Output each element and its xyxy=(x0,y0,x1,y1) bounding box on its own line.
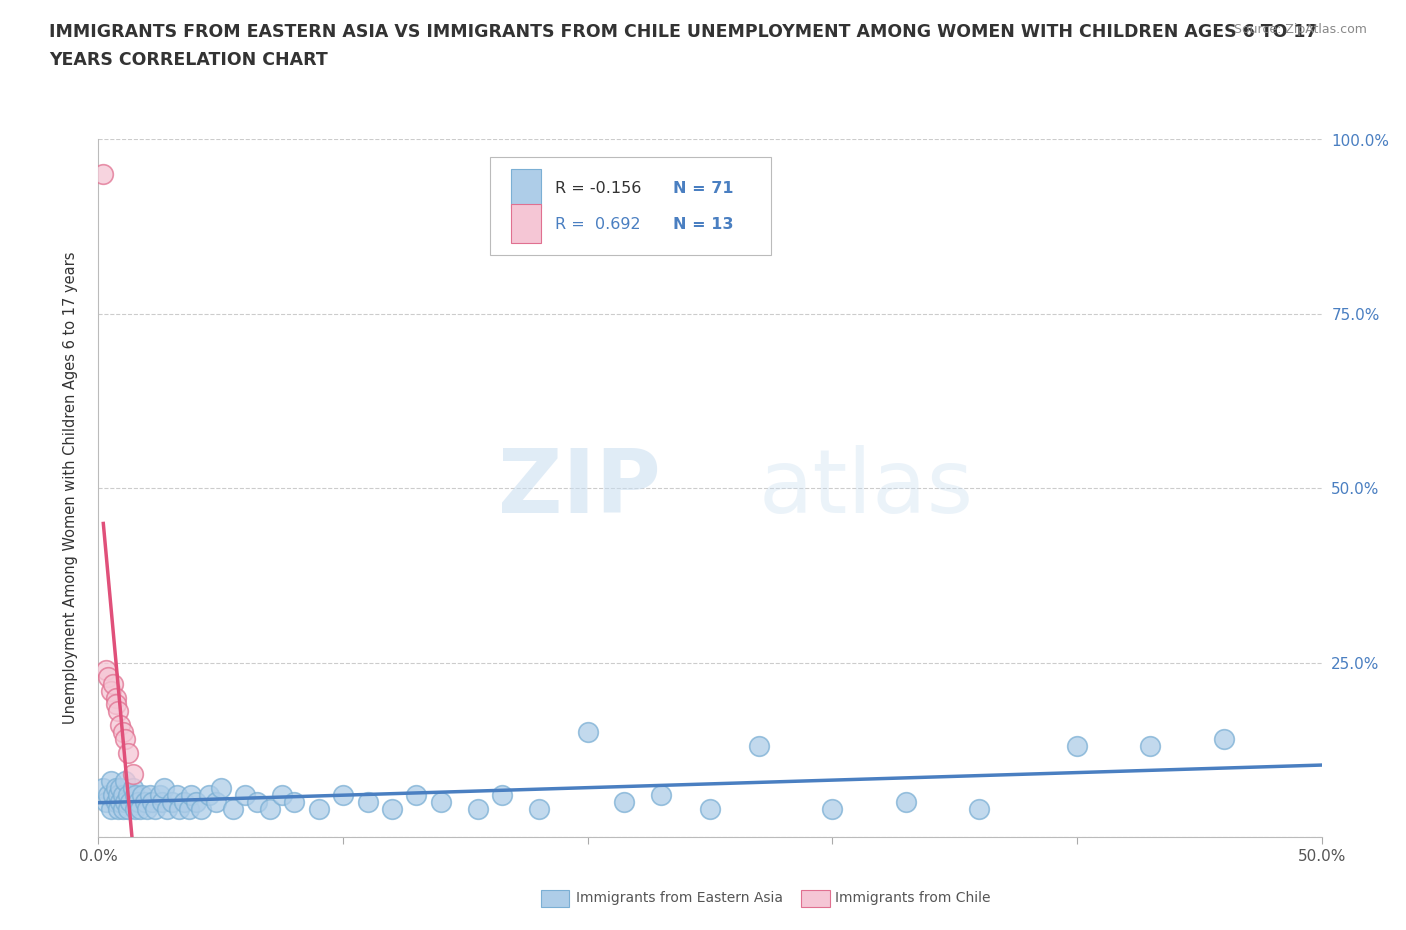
Point xyxy=(650,788,672,803)
Point xyxy=(114,774,136,789)
Point xyxy=(197,788,219,803)
Point xyxy=(107,802,129,817)
Point xyxy=(167,802,190,817)
Point xyxy=(177,802,200,817)
Point xyxy=(107,704,129,719)
Text: N = 71: N = 71 xyxy=(673,180,734,196)
Point xyxy=(160,794,183,809)
Point xyxy=(143,802,166,817)
Point xyxy=(967,802,990,817)
Point xyxy=(110,781,132,796)
Point xyxy=(94,662,117,677)
Point xyxy=(153,781,176,796)
Point xyxy=(576,725,599,740)
Text: atlas: atlas xyxy=(759,445,974,532)
Point xyxy=(613,794,636,809)
Text: Immigrants from Chile: Immigrants from Chile xyxy=(835,891,991,906)
Point xyxy=(233,788,256,803)
Text: R =  0.692: R = 0.692 xyxy=(555,217,640,232)
Point xyxy=(209,781,232,796)
Point xyxy=(114,794,136,809)
Point xyxy=(308,802,330,817)
FancyBboxPatch shape xyxy=(489,157,772,255)
Point xyxy=(127,794,149,809)
Point xyxy=(97,788,120,803)
Point xyxy=(332,788,354,803)
Point xyxy=(104,794,127,809)
Point xyxy=(246,794,269,809)
Point xyxy=(101,676,124,691)
Point xyxy=(156,802,179,817)
Point xyxy=(111,725,134,740)
Text: Immigrants from Eastern Asia: Immigrants from Eastern Asia xyxy=(576,891,783,906)
Point xyxy=(1212,732,1234,747)
Point xyxy=(110,718,132,733)
Point xyxy=(381,802,404,817)
Point xyxy=(117,788,139,803)
Point xyxy=(104,690,127,705)
Text: YEARS CORRELATION CHART: YEARS CORRELATION CHART xyxy=(49,51,328,69)
Point xyxy=(129,802,152,817)
Text: R = -0.156: R = -0.156 xyxy=(555,180,641,196)
Point xyxy=(101,788,124,803)
Point xyxy=(100,683,122,698)
Point xyxy=(131,788,153,803)
Point xyxy=(527,802,550,817)
Point xyxy=(114,732,136,747)
Point xyxy=(91,167,114,182)
Point xyxy=(430,794,453,809)
Point xyxy=(467,802,489,817)
Point xyxy=(894,794,917,809)
Point xyxy=(205,794,228,809)
Point xyxy=(1066,738,1088,753)
Point xyxy=(699,802,721,817)
Point xyxy=(111,802,134,817)
Point xyxy=(166,788,188,803)
Point xyxy=(97,670,120,684)
Point xyxy=(186,794,208,809)
Point xyxy=(149,788,172,803)
Text: N = 13: N = 13 xyxy=(673,217,734,232)
Point xyxy=(150,794,173,809)
Point xyxy=(107,788,129,803)
Point xyxy=(124,802,146,817)
Point xyxy=(270,788,294,803)
Y-axis label: Unemployment Among Women with Children Ages 6 to 17 years: Unemployment Among Women with Children A… xyxy=(63,252,77,724)
Point xyxy=(134,794,156,809)
Point xyxy=(821,802,844,817)
Text: ZIP: ZIP xyxy=(498,445,661,532)
Point xyxy=(104,781,127,796)
Point xyxy=(111,788,134,803)
Point xyxy=(173,794,195,809)
Point xyxy=(180,788,202,803)
Point xyxy=(748,738,770,753)
Point xyxy=(139,788,162,803)
Point xyxy=(141,794,163,809)
Point xyxy=(117,802,139,817)
Point xyxy=(104,698,127,712)
Point xyxy=(110,794,132,809)
Text: Source: ZipAtlas.com: Source: ZipAtlas.com xyxy=(1233,23,1367,36)
Point xyxy=(356,794,378,809)
Bar xyxy=(510,205,541,243)
Point xyxy=(100,802,122,817)
Point xyxy=(94,794,117,809)
Point xyxy=(100,774,122,789)
Point xyxy=(120,794,142,809)
Text: IMMIGRANTS FROM EASTERN ASIA VS IMMIGRANTS FROM CHILE UNEMPLOYMENT AMONG WOMEN W: IMMIGRANTS FROM EASTERN ASIA VS IMMIGRAN… xyxy=(49,23,1317,41)
Bar xyxy=(510,169,541,208)
Point xyxy=(91,781,114,796)
Point xyxy=(1139,738,1161,753)
Point xyxy=(121,781,143,796)
Point xyxy=(124,788,146,803)
Point xyxy=(491,788,513,803)
Point xyxy=(405,788,427,803)
Point xyxy=(136,802,159,817)
Point xyxy=(259,802,281,817)
Point xyxy=(222,802,245,817)
Point xyxy=(121,766,143,781)
Point xyxy=(283,794,305,809)
Point xyxy=(117,746,139,761)
Point xyxy=(190,802,212,817)
